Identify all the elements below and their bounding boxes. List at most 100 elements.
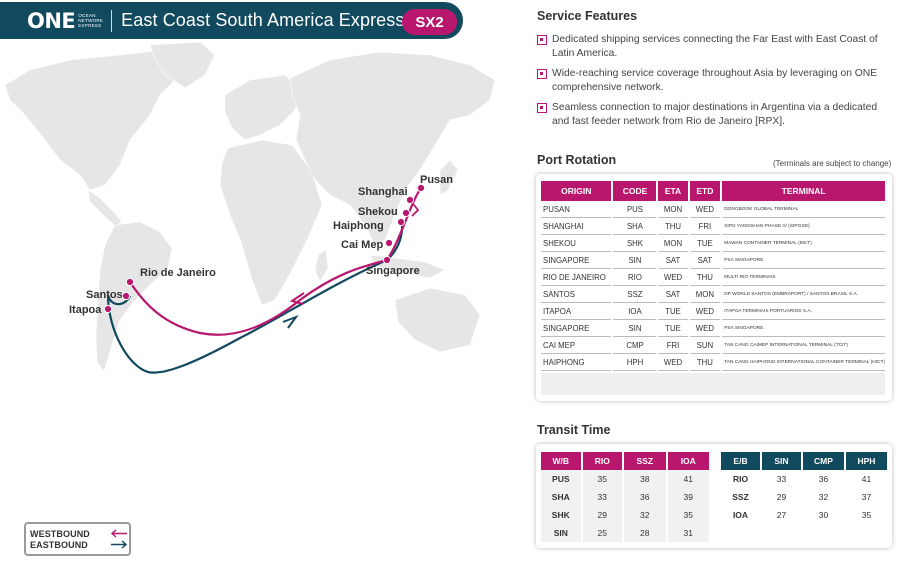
transit-days: 32 <box>624 506 666 524</box>
cell-eta: MON <box>658 235 688 252</box>
port-label-rio: Rio de Janeiro <box>140 267 216 279</box>
transit-days: 31 <box>667 524 709 542</box>
port-marker-pusan <box>416 183 426 193</box>
rotation-title: Port Rotation <box>537 153 617 167</box>
cell-etd: SUN <box>689 337 721 354</box>
cell-etd: WED <box>689 320 721 337</box>
cell-etd: SAT <box>689 252 721 269</box>
col-header: W/B <box>541 452 581 470</box>
westbound-transit-table: W/B RIO SSZ IOA PUS 35 38 41 SHA 33 36 3… <box>539 452 711 542</box>
col-header-origin: ORIGIN <box>541 181 612 201</box>
transit-days: 33 <box>762 470 801 488</box>
port-marker-caimep <box>384 238 394 248</box>
cell-eta: WED <box>658 354 688 371</box>
table-row: SHA 33 36 39 <box>541 488 709 506</box>
service-code-badge: SX2 <box>402 9 457 35</box>
westbound-route-shekou <box>409 199 420 217</box>
cell-code: PUS <box>613 201 657 218</box>
transit-days: 41 <box>845 470 887 488</box>
col-header-eta: ETA <box>658 181 688 201</box>
landmass-greenland <box>149 41 216 89</box>
cell-eta: MON <box>658 201 688 218</box>
cell-etd: WED <box>689 303 721 320</box>
feature-item: Seamless connection to major destination… <box>537 101 897 128</box>
banner-divider <box>111 9 113 32</box>
cell-code: SHK <box>613 235 657 252</box>
cell-origin: RIO DE JANEIRO <box>541 269 612 286</box>
features-list: Dedicated shipping services connecting t… <box>537 33 897 135</box>
cell-origin: SINGAPORE <box>541 252 612 269</box>
arrow-right-icon <box>111 540 128 549</box>
port-rotation-table: ORIGIN CODE ETA ETD TERMINAL PUSAN PUS M… <box>539 181 887 371</box>
westbound-arrow <box>289 292 305 305</box>
row-header: SIN <box>541 524 581 542</box>
eastbound-arrow <box>282 314 299 329</box>
col-header-terminal: TERMINAL <box>722 181 885 201</box>
col-header: IOA <box>667 452 709 470</box>
cell-code: RIO <box>613 269 657 286</box>
cell-eta: WED <box>658 269 688 286</box>
cell-etd: THU <box>689 269 721 286</box>
legend-westbound-label: WESTBOUND <box>30 528 90 539</box>
table-row: PUSAN PUS MON WED DONGBOOK GLOBAL TERMIN… <box>541 201 885 218</box>
feature-text: Seamless connection to major destination… <box>552 102 878 127</box>
port-marker-singapore <box>382 255 392 265</box>
port-label-haiphong: Haiphong <box>333 220 384 232</box>
cell-code: SIN <box>613 320 657 337</box>
square-bullet-icon <box>537 103 547 113</box>
cell-eta: FRI <box>658 337 688 354</box>
transit-days: 32 <box>802 488 844 506</box>
logo-sub-line: NETWORK <box>78 17 104 23</box>
col-header: SSZ <box>624 452 666 470</box>
cell-terminal: MAWAN CONTAINER TERMINAL (MCT) <box>722 235 885 252</box>
cell-origin: SANTOS <box>541 286 612 303</box>
port-marker-haiphong <box>396 217 406 227</box>
service-title: East Coast South America Express 2 <box>121 10 420 30</box>
cell-code: IOA <box>613 303 657 320</box>
landmass-japan <box>439 159 459 196</box>
port-label-pusan: Pusan <box>420 174 453 186</box>
cell-code: HPH <box>613 354 657 371</box>
table-header-row: E/B SIN CMP HPH <box>721 452 887 470</box>
route-map: Pusan Shanghai Shekou Haiphong Cai Mep S… <box>4 41 496 374</box>
col-header-etd: ETD <box>689 181 721 201</box>
transit-days: 41 <box>667 470 709 488</box>
port-marker-shanghai <box>405 195 415 205</box>
table-header-row: ORIGIN CODE ETA ETD TERMINAL <box>541 181 885 201</box>
port-rotation-card: ORIGIN CODE ETA ETD TERMINAL PUSAN PUS M… <box>536 174 892 401</box>
col-header: SIN <box>762 452 801 470</box>
cell-terminal: DP WORLD SANTOS (EMBRAPORT) / SANTOS BRA… <box>722 286 885 303</box>
col-header: RIO <box>582 452 623 470</box>
cell-etd: WED <box>689 201 721 218</box>
cell-code: SIN <box>613 252 657 269</box>
port-marker-itapoa <box>103 304 113 314</box>
transit-days: 29 <box>762 488 801 506</box>
port-label-caimep: Cai Mep <box>341 239 383 251</box>
landmass-central-america <box>87 189 123 227</box>
logo-sub-line: OCEAN <box>78 12 96 18</box>
cell-terminal: SIPG YANGSHAN PHASE IV (SIPGSD) <box>722 218 885 235</box>
cell-eta: TUE <box>658 320 688 337</box>
feature-text: Wide-reaching service coverage throughou… <box>552 68 878 93</box>
port-label-shanghai: Shanghai <box>358 186 408 198</box>
col-header: HPH <box>845 452 887 470</box>
col-header-code: CODE <box>613 181 657 201</box>
legend-eastbound: EASTBOUND <box>30 539 129 550</box>
eastbound-transit-table: E/B SIN CMP HPH RIO 33 36 41 SSZ 29 32 3… <box>719 452 889 524</box>
cell-eta: TUE <box>658 303 688 320</box>
landmass-madagascar <box>314 249 329 283</box>
cell-terminal: MULTI RIO TERMINAIS <box>722 269 885 286</box>
row-header: SHA <box>541 488 581 506</box>
port-markers <box>103 183 426 314</box>
cell-eta: SAT <box>658 252 688 269</box>
service-banner: ONE OCEAN NETWORK EXPRESS East Coast Sou… <box>0 2 463 39</box>
cell-terminal: ITAPOA TERMINAIS PORTUARIOS S.A. <box>722 303 885 320</box>
transit-days: 33 <box>582 488 623 506</box>
table-row: IOA 27 30 35 <box>721 506 887 524</box>
legend-westbound: WESTBOUND <box>30 528 129 539</box>
cell-code: CMP <box>613 337 657 354</box>
col-header: E/B <box>721 452 761 470</box>
transit-days: 39 <box>667 488 709 506</box>
eastbound-route <box>106 258 388 374</box>
table-row: PUS 35 38 41 <box>541 470 709 488</box>
